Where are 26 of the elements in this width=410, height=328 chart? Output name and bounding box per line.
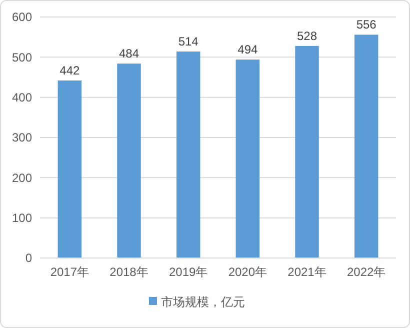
bar [117, 64, 141, 258]
x-tick-label: 2021年 [288, 265, 326, 279]
data-label: 484 [118, 46, 140, 61]
bar [58, 80, 82, 258]
data-label: 494 [238, 42, 258, 57]
bar [354, 34, 378, 258]
bar [295, 46, 319, 258]
bar [176, 52, 200, 258]
data-label: 514 [178, 34, 199, 49]
x-tick-label: 2017年 [50, 265, 90, 279]
legend-label: 市场规模，亿元 [161, 295, 245, 310]
y-tick-label: 100 [12, 211, 32, 226]
x-tick-label: 2019年 [168, 265, 208, 279]
y-tick-label: 300 [12, 130, 32, 145]
data-label: 528 [296, 28, 318, 43]
y-tick-label: 400 [12, 90, 32, 105]
x-tick-label: 2020年 [228, 265, 268, 279]
x-tick-label: 2022年 [346, 265, 386, 279]
data-label: 442 [60, 63, 80, 78]
x-tick-label: 2018年 [110, 265, 148, 279]
y-tick-label: 200 [12, 170, 32, 185]
y-tick-label: 0 [25, 251, 32, 266]
y-tick-label: 500 [12, 50, 32, 64]
y-tick-label: 600 [12, 10, 32, 24]
data-label: 556 [356, 18, 377, 32]
bar [236, 60, 260, 258]
